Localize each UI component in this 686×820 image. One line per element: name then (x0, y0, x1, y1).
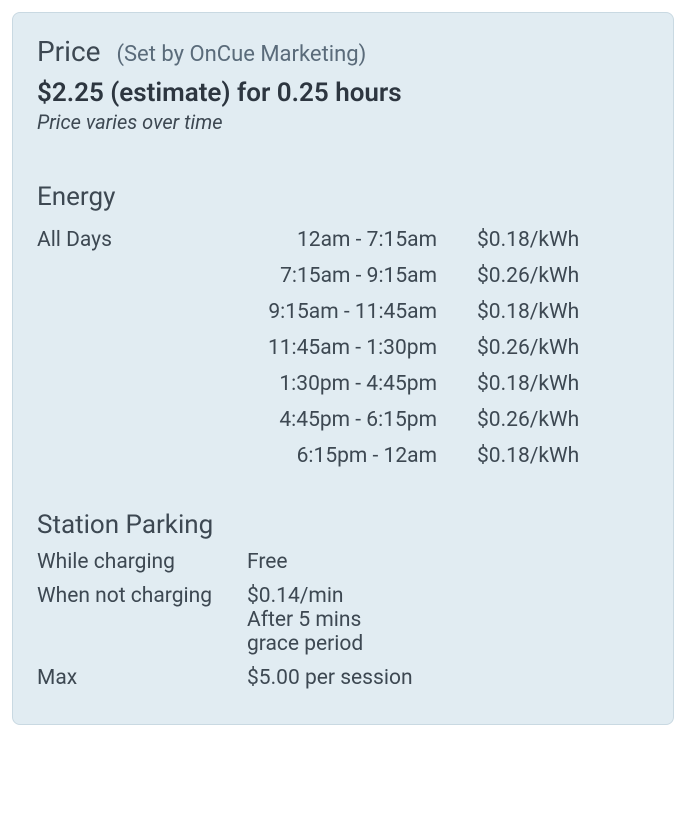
price-title: Price (37, 35, 100, 68)
table-row: 4:45pm - 6:15pm$0.26/kWh (37, 402, 649, 438)
table-row: All Days12am - 7:15am$0.18/kWh (37, 222, 649, 258)
energy-time-range: 7:15am - 9:15am (247, 258, 477, 294)
table-row: Max$5.00 per session (37, 666, 649, 690)
parking-value-line: $0.14/min (247, 584, 649, 608)
energy-day-label (37, 294, 247, 330)
parking-value-line: After 5 mins (247, 608, 649, 632)
parking-value-line: Free (247, 550, 649, 574)
energy-time-range: 4:45pm - 6:15pm (247, 402, 477, 438)
energy-time-range: 9:15am - 11:45am (247, 294, 477, 330)
parking-label: Max (37, 666, 247, 690)
parking-label: When not charging (37, 584, 247, 608)
table-row: When not charging$0.14/minAfter 5 minsgr… (37, 584, 649, 656)
energy-title: Energy (37, 182, 649, 212)
parking-value-line: grace period (247, 632, 649, 656)
energy-day-label (37, 366, 247, 402)
price-varies-note: Price varies over time (37, 110, 649, 134)
price-estimate: $2.25 (estimate) for 0.25 hours (37, 78, 649, 108)
energy-time-range: 1:30pm - 4:45pm (247, 366, 477, 402)
energy-day-label (37, 258, 247, 294)
energy-time-range: 11:45am - 1:30pm (247, 330, 477, 366)
parking-title: Station Parking (37, 510, 649, 540)
energy-rate: $0.18/kWh (477, 294, 649, 330)
parking-label: While charging (37, 550, 247, 574)
energy-rate: $0.18/kWh (477, 222, 649, 258)
table-row: 1:30pm - 4:45pm$0.18/kWh (37, 366, 649, 402)
table-row: 9:15am - 11:45am$0.18/kWh (37, 294, 649, 330)
energy-day-label (37, 402, 247, 438)
table-row: 6:15pm - 12am$0.18/kWh (37, 438, 649, 474)
energy-rate: $0.26/kWh (477, 258, 649, 294)
parking-value: $5.00 per session (247, 666, 649, 690)
energy-day-label (37, 330, 247, 366)
price-header: Price (Set by OnCue Marketing) (37, 35, 649, 68)
table-row: While chargingFree (37, 550, 649, 574)
energy-time-range: 12am - 7:15am (247, 222, 477, 258)
energy-day-label: All Days (37, 222, 247, 258)
energy-day-label (37, 438, 247, 474)
parking-value: $0.14/minAfter 5 minsgrace period (247, 584, 649, 656)
price-set-by: (Set by OnCue Marketing) (116, 42, 366, 67)
parking-value-line: $5.00 per session (247, 666, 649, 690)
energy-rate: $0.26/kWh (477, 330, 649, 366)
energy-rate: $0.26/kWh (477, 402, 649, 438)
pricing-card: Price (Set by OnCue Marketing) $2.25 (es… (12, 12, 674, 725)
energy-rate: $0.18/kWh (477, 438, 649, 474)
energy-table: All Days12am - 7:15am$0.18/kWh7:15am - 9… (37, 222, 649, 474)
parking-table: While chargingFreeWhen not charging$0.14… (37, 550, 649, 690)
energy-rate: $0.18/kWh (477, 366, 649, 402)
energy-time-range: 6:15pm - 12am (247, 438, 477, 474)
table-row: 11:45am - 1:30pm$0.26/kWh (37, 330, 649, 366)
table-row: 7:15am - 9:15am$0.26/kWh (37, 258, 649, 294)
parking-value: Free (247, 550, 649, 574)
